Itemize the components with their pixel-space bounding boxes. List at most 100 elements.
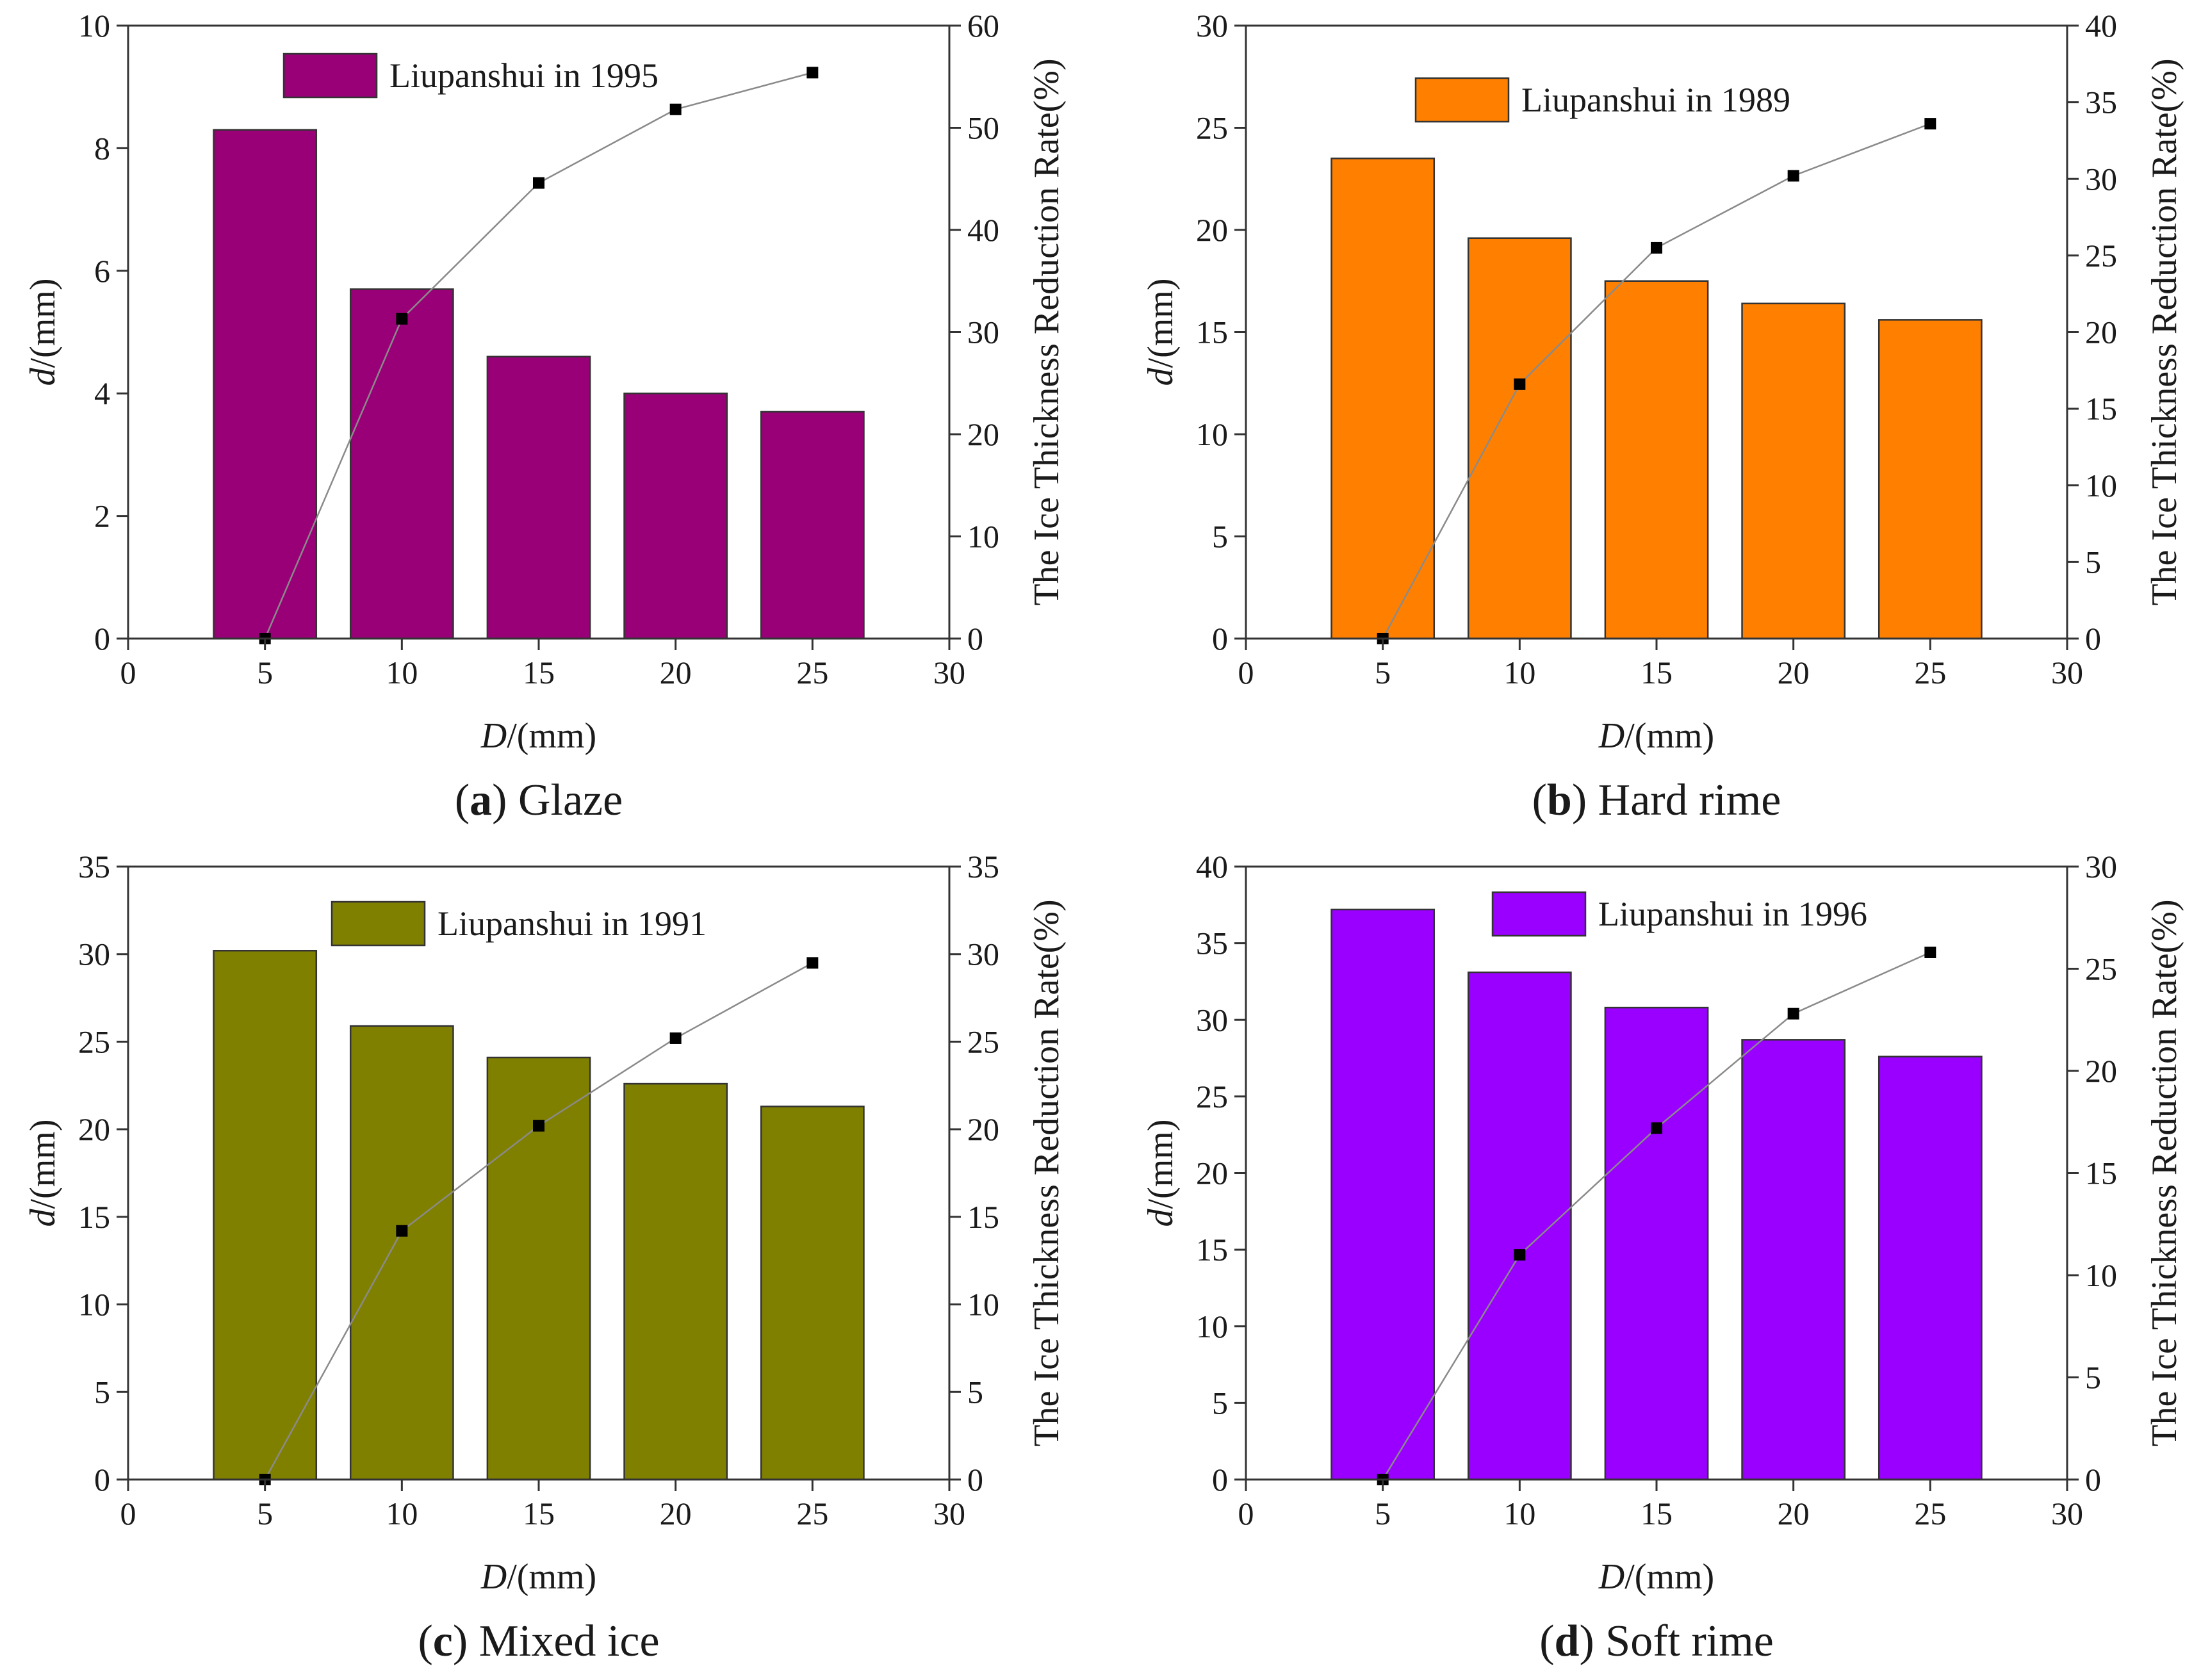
bar <box>1330 908 1436 1481</box>
y-tick-label: 25 <box>78 1023 110 1059</box>
y2-tick-label: 60 <box>967 8 999 44</box>
bar <box>760 411 865 640</box>
y-tick-label: 20 <box>1196 212 1228 248</box>
x-tick-label: 10 <box>1503 655 1535 690</box>
y2-tick-label: 35 <box>2085 85 2117 120</box>
y-tick-label: 15 <box>78 1199 110 1235</box>
x-tick-label: 0 <box>120 655 136 690</box>
bar <box>1604 1006 1709 1481</box>
y-tick-label: 20 <box>1196 1155 1228 1191</box>
y2-tick-label: 10 <box>2085 1257 2117 1293</box>
bar <box>349 1025 454 1481</box>
y-tick-label: 40 <box>1196 849 1228 885</box>
legend-label: Liupanshui in 1996 <box>1598 895 1867 933</box>
y2-tick-label: 30 <box>967 314 999 350</box>
y2-tick-label: 15 <box>967 1199 999 1235</box>
y2-axis-title: The Ice Thickness Reduction Rate(%) <box>2145 58 2184 605</box>
x-tick-label: 10 <box>386 655 418 690</box>
bar <box>349 288 454 640</box>
rate-marker <box>806 67 819 79</box>
y-tick-label: 30 <box>1196 1002 1228 1038</box>
y-tick-label: 0 <box>1212 621 1228 657</box>
y2-tick-label: 25 <box>2085 238 2117 273</box>
rate-marker <box>669 1032 682 1044</box>
rate-marker <box>1787 170 1799 182</box>
panel-caption: (c) Mixed ice <box>418 1617 659 1666</box>
y2-tick-label: 20 <box>2085 1053 2117 1089</box>
y2-tick-label: 40 <box>967 212 999 248</box>
y2-tick-label: 20 <box>2085 314 2117 350</box>
legend-label: Liupanshui in 1991 <box>438 904 707 943</box>
bar <box>1604 280 1709 640</box>
x-tick-label: 20 <box>1778 1496 1810 1531</box>
bar <box>1741 1039 1846 1481</box>
y-tick-label: 4 <box>94 375 110 411</box>
y2-tick-label: 25 <box>2085 951 2117 987</box>
x-tick-label: 20 <box>660 655 692 690</box>
bar <box>623 1082 728 1481</box>
y-tick-label: 35 <box>1196 926 1228 961</box>
x-tick-label: 30 <box>2051 655 2083 690</box>
y2-tick-label: 15 <box>2085 391 2117 427</box>
y2-axis-title: The Ice Thickness Reduction Rate(%) <box>1027 899 1067 1446</box>
y-tick-label: 0 <box>94 1462 110 1497</box>
bar <box>1330 158 1436 640</box>
y-tick-label: 25 <box>1196 110 1228 146</box>
y-tick-label: 5 <box>94 1374 110 1410</box>
y2-tick-label: 35 <box>967 849 999 885</box>
bar <box>213 949 318 1481</box>
y2-tick-label: 30 <box>2085 161 2117 197</box>
y2-tick-label: 50 <box>967 110 999 146</box>
y-tick-label: 8 <box>94 130 110 166</box>
x-tick-label: 5 <box>1375 655 1391 690</box>
y-tick-label: 35 <box>78 849 110 885</box>
bar <box>1467 237 1572 640</box>
y2-tick-label: 0 <box>967 621 983 657</box>
y-axis-title: d/(mm) <box>23 1120 63 1227</box>
y-axis-title: d/(mm) <box>1141 1120 1181 1227</box>
rate-marker <box>1651 1122 1662 1134</box>
y-tick-label: 10 <box>78 8 110 44</box>
legend-swatch <box>282 53 378 99</box>
rate-marker <box>533 1120 544 1132</box>
y2-tick-label: 20 <box>967 416 999 452</box>
x-axis-title: D/(mm) <box>1598 1557 1714 1597</box>
y2-tick-label: 30 <box>967 936 999 972</box>
rate-marker <box>396 1225 408 1237</box>
bar <box>1741 302 1846 640</box>
y2-tick-label: 0 <box>2085 1462 2101 1497</box>
y-axis-title: d/(mm) <box>1141 279 1181 386</box>
y2-tick-label: 30 <box>2085 849 2117 885</box>
y2-tick-label: 40 <box>2085 8 2117 44</box>
y2-tick-label: 10 <box>2085 468 2117 503</box>
rate-marker <box>1514 378 1526 390</box>
bar <box>623 392 728 640</box>
y-tick-label: 10 <box>1196 416 1228 452</box>
bar <box>1878 1056 1983 1481</box>
rate-marker <box>396 313 408 325</box>
x-tick-label: 25 <box>1914 1496 1946 1531</box>
y2-tick-label: 10 <box>967 1287 999 1323</box>
x-tick-label: 5 <box>257 655 273 690</box>
y2-tick-label: 5 <box>2085 1360 2101 1396</box>
x-tick-label: 30 <box>933 655 965 690</box>
x-tick-label: 15 <box>523 655 555 690</box>
x-tick-label: 5 <box>1375 1496 1391 1531</box>
y-tick-label: 2 <box>94 498 110 534</box>
rate-marker <box>1787 1007 1799 1020</box>
legend-swatch <box>331 901 426 947</box>
rate-marker <box>669 103 682 115</box>
chart-panel-a: 0 5 10 15 20 25 3002468100102030405060D/(mm)d/… <box>23 8 1067 825</box>
chart-panel-c: 0 5 10 15 20 25 300510152025303505101520253035… <box>23 849 1067 1666</box>
y2-axis-title: The Ice Thickness Reduction Rate(%) <box>1027 58 1067 605</box>
legend-label: Liupanshui in 1989 <box>1521 81 1790 119</box>
x-tick-label: 0 <box>1238 1496 1254 1531</box>
x-tick-label: 30 <box>2051 1496 2083 1531</box>
y2-tick-label: 10 <box>967 519 999 555</box>
rate-marker <box>1651 241 1662 254</box>
bar <box>760 1105 865 1481</box>
panel-caption: (b) Hard rime <box>1532 776 1781 825</box>
legend-label: Liupanshui in 1995 <box>389 56 659 95</box>
x-tick-label: 20 <box>1778 655 1810 690</box>
